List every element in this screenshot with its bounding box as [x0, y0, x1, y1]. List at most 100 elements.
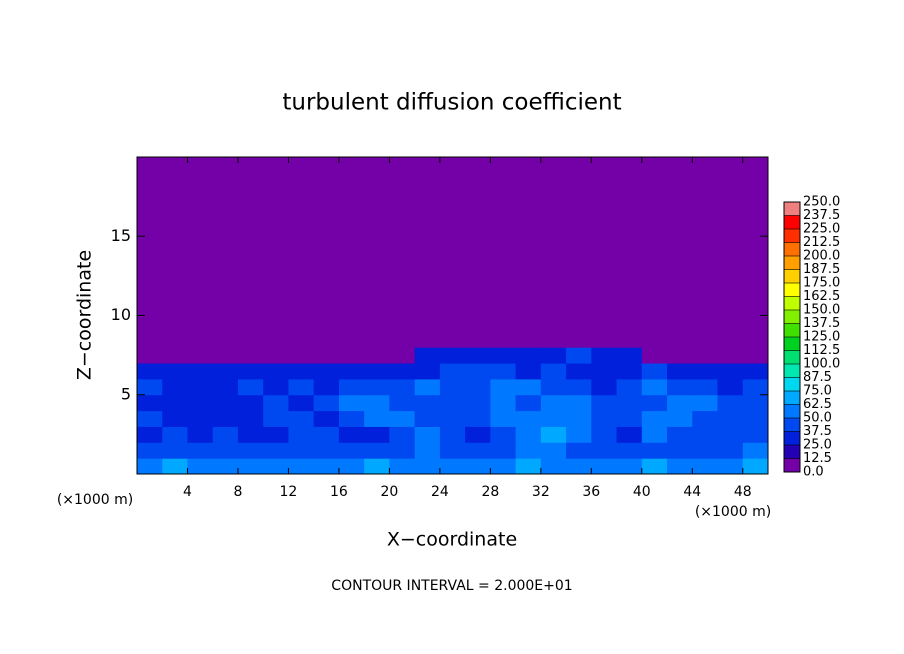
heat-cell: [515, 458, 542, 475]
heat-cell: [515, 426, 542, 443]
heat-cell: [187, 442, 214, 459]
heat-cell: [313, 347, 340, 364]
heat-cell: [667, 426, 693, 443]
heat-cell: [212, 426, 239, 443]
heat-cell: [212, 442, 239, 459]
heat-cell: [490, 442, 517, 459]
heat-cell: [263, 426, 289, 443]
heat-cell: [540, 378, 567, 396]
heat-cell: [187, 426, 214, 443]
heat-cell: [641, 363, 668, 380]
heat-cell: [162, 347, 188, 364]
heat-cell: [540, 363, 567, 380]
heat-cell: [212, 410, 239, 427]
heat-cell: [212, 363, 239, 380]
chart-title: turbulent diffusion coefficient: [282, 90, 621, 116]
heat-cell: [414, 458, 441, 475]
heat-cell: [137, 442, 163, 459]
heat-cell: [641, 426, 668, 443]
heat-cell: [641, 394, 668, 412]
heat-cell: [667, 442, 693, 459]
colorbar-tick-label: 187.5: [803, 262, 840, 277]
colorbar-tick-label: 212.5: [803, 235, 840, 250]
heat-cell: [187, 363, 214, 380]
heat-cell: [616, 378, 643, 396]
heat-cell: [288, 458, 315, 475]
colorbar-swatch: [784, 323, 800, 337]
heat-cell: [692, 157, 719, 348]
colorbar-tick-label: 237.5: [803, 208, 840, 223]
heat-cell: [338, 410, 365, 427]
heat-cell: [591, 347, 618, 364]
x-unit-label: (×1000 m): [57, 492, 133, 508]
heat-cell: [616, 363, 643, 380]
heat-cell: [465, 410, 491, 427]
heat-cell: [540, 426, 567, 443]
heat-cell: [667, 378, 693, 396]
heat-cell: [490, 363, 517, 380]
heat-cell: [187, 378, 214, 396]
heat-cell: [439, 458, 466, 475]
heat-cell: [616, 442, 643, 459]
heat-cell: [540, 458, 567, 475]
colorbar-tick-label: 75.0: [803, 384, 832, 399]
heat-cell: [187, 347, 214, 364]
heat-cell: [465, 157, 491, 348]
heat-cell: [439, 347, 466, 364]
heat-cell: [338, 363, 365, 380]
x-tick-label: 16: [330, 484, 348, 500]
heat-cell: [667, 394, 693, 412]
heat-cell: [742, 394, 769, 412]
heat-cell: [288, 363, 315, 380]
heat-cell: [439, 378, 466, 396]
heat-cell: [137, 157, 163, 348]
heat-cell: [137, 347, 163, 364]
heat-cell: [162, 157, 188, 348]
heat-cell: [465, 378, 491, 396]
heat-cell: [212, 458, 239, 475]
heat-cell: [237, 458, 264, 475]
x-tick-label: 28: [481, 484, 499, 500]
colorbar-swatch: [784, 404, 800, 418]
colorbar-swatch: [784, 229, 800, 243]
heat-cell: [237, 442, 264, 459]
heat-cell: [263, 394, 289, 412]
heat-cell: [717, 394, 744, 412]
heat-cell: [717, 363, 744, 380]
heat-cell: [742, 157, 769, 348]
heat-cell: [414, 347, 441, 364]
x-tick-label: 44: [683, 484, 701, 500]
heat-cell: [465, 458, 491, 475]
heat-cell: [237, 410, 264, 427]
colorbar-swatch: [784, 269, 800, 283]
heat-cell: [263, 378, 289, 396]
heat-cell: [692, 394, 719, 412]
heat-cell: [641, 410, 668, 427]
heat-cell: [414, 394, 441, 412]
x-axis-label: X−coordinate: [387, 529, 517, 551]
heat-cell: [263, 410, 289, 427]
heat-cell: [490, 378, 517, 396]
heat-cell: [692, 363, 719, 380]
heat-cell: [742, 363, 769, 380]
heat-cell: [162, 394, 188, 412]
heat-cell: [288, 394, 315, 412]
heat-cell: [389, 347, 416, 364]
heat-cell: [616, 426, 643, 443]
heat-cell: [414, 157, 441, 348]
heat-cell: [338, 426, 365, 443]
heat-cell: [667, 363, 693, 380]
heat-cell: [490, 410, 517, 427]
heat-cell: [212, 378, 239, 396]
heat-cell: [313, 363, 340, 380]
colorbar-tick-label: 175.0: [803, 276, 840, 291]
heat-cell: [465, 442, 491, 459]
heat-cell: [137, 363, 163, 380]
heat-cell: [439, 363, 466, 380]
heat-cell: [465, 394, 491, 412]
heat-cell: [515, 410, 542, 427]
heat-cell: [338, 394, 365, 412]
heat-cell: [389, 378, 416, 396]
colorbar-tick-label: 25.0: [803, 438, 832, 453]
heat-cell: [490, 394, 517, 412]
